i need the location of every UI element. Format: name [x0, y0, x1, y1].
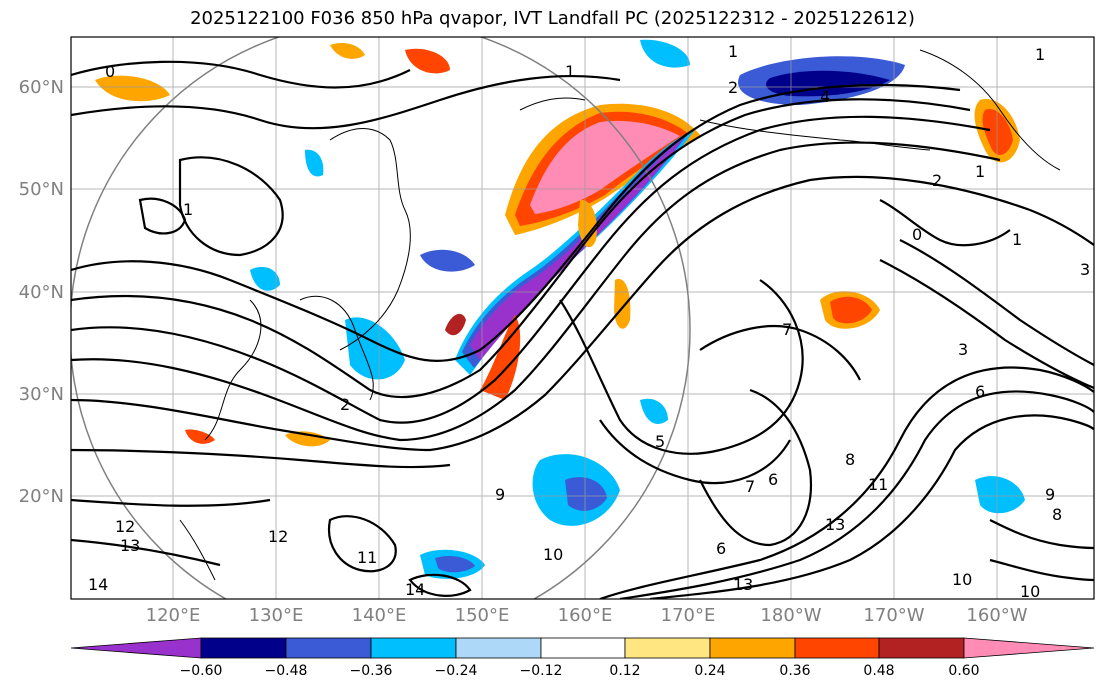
contour-label: 5 [655, 432, 665, 451]
contour-label: 0 [105, 62, 115, 81]
contour-label: 7 [745, 477, 755, 496]
colorbar-bin [370, 637, 457, 659]
contour-label: 13 [825, 515, 845, 534]
colorbar-upper-extension [963, 637, 1095, 659]
contour-label: 2 [932, 171, 942, 190]
colorbar-tick-label: 0.24 [694, 663, 726, 679]
contour-label: 3 [1080, 260, 1090, 279]
lon-label: 160°E [557, 605, 613, 626]
contour-label: 4 [820, 87, 830, 106]
colorbar-tick-label: −0.36 [349, 663, 393, 679]
contour-label: 8 [845, 450, 855, 469]
contour-label: 1 [1012, 230, 1022, 249]
colorbar-tick-label: 0.60 [948, 663, 980, 679]
lat-label: 60°N [18, 77, 64, 98]
lat-label: 20°N [18, 486, 64, 507]
lon-label: 170°E [660, 605, 716, 626]
colorbar-tick-label: 0.36 [779, 663, 811, 679]
colorbar-bin [285, 637, 372, 659]
contour-label: 2 [340, 395, 350, 414]
contour-label: 1 [1035, 45, 1045, 64]
contour-label: 6 [768, 470, 778, 489]
contour-label: 9 [495, 485, 505, 504]
contour-label: 10 [543, 545, 563, 564]
contour-label: 10 [1020, 582, 1040, 601]
colorbar-bin [794, 637, 880, 659]
contour-label: 14 [405, 580, 425, 599]
contour-label: 1 [565, 62, 575, 81]
contour-label: 10 [952, 570, 972, 589]
colorbar-tick-label: −0.24 [434, 663, 478, 679]
ivt-contours [71, 60, 1094, 599]
graticule [71, 37, 1094, 599]
colorbar-tick-label: −0.60 [179, 663, 223, 679]
lon-label: 170°W [863, 605, 925, 626]
lat-label: 50°N [18, 179, 64, 200]
landfall-region-circle [71, 37, 691, 599]
contour-label: 6 [716, 539, 726, 558]
contour-label: 1 [183, 200, 193, 219]
lon-label: 180°W [760, 605, 822, 626]
lon-label: 160°W [966, 605, 1028, 626]
contour-label: 11 [868, 475, 888, 494]
colorbar-tick-label: 0.48 [863, 663, 895, 679]
lat-label: 40°N [18, 282, 64, 303]
contour-label: 11 [357, 548, 377, 567]
colorbar [70, 637, 1095, 659]
colorbar-lower-extension [70, 637, 202, 659]
colorbar-bin [200, 637, 287, 659]
contour-label: 6 [975, 382, 985, 401]
colorbar-bin [540, 637, 626, 659]
contour-label: 14 [88, 575, 108, 594]
contour-label: 1 [728, 42, 738, 61]
contour-label: 2 [728, 78, 738, 97]
colorbar-bin [709, 637, 796, 659]
contour-label: 13 [120, 536, 140, 555]
lon-label: 130°E [248, 605, 304, 626]
colorbar-bin [455, 637, 542, 659]
lon-label: 150°E [454, 605, 510, 626]
colorbar-tick-label: −0.48 [264, 663, 308, 679]
colorbar-tick-label: 0.12 [609, 663, 641, 679]
contour-label: 0 [912, 225, 922, 244]
colorbar-tick-label: −0.12 [519, 663, 563, 679]
contour-label: 12 [268, 527, 288, 546]
contour-label: 8 [1052, 505, 1062, 524]
contour-label: 12 [115, 517, 135, 536]
colorbar-bin [624, 637, 711, 659]
map-title: 2025122100 F036 850 hPa qvapor, IVT Land… [190, 8, 915, 29]
coastlines [179, 49, 1061, 581]
contour-label-group: 0 1 1 2 4 1 1 2 0 1 1 2 3 3 6 7 5 6 6 7 … [88, 42, 1090, 601]
contour-label: 9 [1045, 485, 1055, 504]
lon-label: 120°E [145, 605, 201, 626]
contour-label: 3 [958, 340, 968, 359]
lon-label: 140°E [351, 605, 407, 626]
lat-label: 30°N [18, 384, 64, 405]
colorbar-bin [878, 637, 965, 659]
contour-label: 1 [975, 162, 985, 181]
plot-border [70, 36, 1095, 600]
contour-label: 7 [782, 320, 792, 339]
shaded-anomaly-field [95, 39, 1025, 579]
contour-label: 13 [733, 575, 753, 594]
